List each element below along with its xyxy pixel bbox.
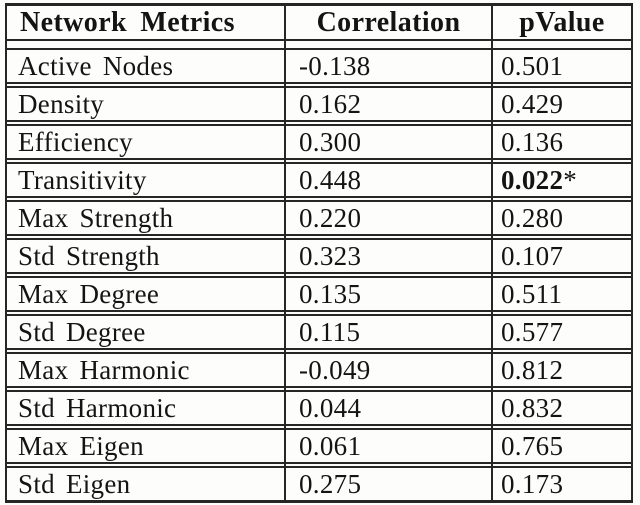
column-divider-2: [491, 3, 493, 502]
pvalue-cell: 0.577: [501, 317, 564, 347]
pvalue-cell: 0.812: [501, 355, 564, 385]
pvalue-cell: 0.136: [501, 127, 564, 157]
table-row: Std Degree 0.115 0.577: [5, 314, 633, 350]
metrics-table: Network Metrics Correlation pValue Activ…: [5, 3, 633, 503]
pvalue-cell: 0.022*: [491, 164, 633, 196]
pvalue-cell: 0.429: [501, 89, 564, 119]
metric-cell: Std Degree: [18, 317, 146, 347]
correlation-cell: 0.162: [299, 89, 362, 119]
pvalue-cell: 0.832: [501, 393, 564, 423]
metric-cell: Max Harmonic: [18, 355, 190, 385]
pvalue-cell: 0.501: [501, 51, 564, 81]
table-row: Max Harmonic -0.049 0.812: [5, 352, 633, 388]
metric-cell: Max Degree: [18, 279, 160, 309]
metric-cell: Density: [18, 89, 105, 119]
table-row: Efficiency 0.300 0.136: [5, 124, 633, 160]
metric-cell: Std Harmonic: [18, 393, 177, 423]
pvalue-cell: 0.173: [501, 469, 564, 499]
metric-cell: Efficiency: [18, 127, 133, 157]
pvalue-cell: 0.511: [501, 279, 563, 309]
correlation-cell: 0.220: [299, 203, 362, 233]
metric-cell: Std Strength: [18, 241, 160, 271]
table-row: Max Eigen 0.061 0.765: [5, 428, 633, 464]
correlation-cell: 0.275: [299, 469, 362, 499]
correlation-cell: 0.300: [299, 127, 362, 157]
metric-cell: Active Nodes: [18, 51, 174, 81]
table-row: Std Eigen 0.275 0.173: [5, 466, 633, 503]
correlation-cell: 0.448: [299, 165, 362, 195]
correlation-cell: 0.115: [299, 317, 361, 347]
table-row: Max Degree 0.135 0.511: [5, 276, 633, 312]
metric-cell: Max Eigen: [18, 431, 144, 461]
correlation-cell: 0.061: [299, 431, 362, 461]
correlation-cell: 0.135: [299, 279, 362, 309]
correlation-cell: -0.049: [299, 355, 371, 385]
correlation-cell: 0.323: [299, 241, 362, 271]
header-cell-pvalue: pValue: [519, 7, 605, 38]
table-row: Std Harmonic 0.044 0.832: [5, 390, 633, 426]
pvalue-cell: 0.280: [501, 203, 564, 233]
table-row: Std Strength 0.323 0.107: [5, 238, 633, 274]
header-cell-correlation: Correlation: [316, 7, 461, 38]
metric-cell: Transitivity: [18, 165, 147, 195]
table-right-border: [631, 3, 633, 502]
column-divider-1: [284, 3, 286, 502]
table-row: Max Strength 0.220 0.280: [5, 200, 633, 236]
header-row: Network Metrics Correlation pValue: [5, 3, 633, 41]
metric-cell: Std Eigen: [18, 469, 131, 499]
table-row: Density 0.162 0.429: [5, 86, 633, 122]
table-row: Active Nodes -0.138 0.501: [5, 48, 633, 84]
correlation-cell: -0.138: [299, 51, 371, 81]
table-left-border: [5, 3, 7, 502]
pvalue-cell: 0.765: [501, 431, 564, 461]
significance-asterisk: *: [563, 165, 577, 195]
metric-cell: Max Strength: [18, 203, 174, 233]
correlation-cell: 0.044: [299, 393, 362, 423]
table-row-significant: Transitivity 0.448 0.022*: [5, 162, 633, 198]
significant-pvalue: 0.022: [501, 165, 564, 195]
pvalue-cell: 0.107: [501, 241, 564, 271]
header-cell-metric: Network Metrics: [20, 7, 235, 38]
